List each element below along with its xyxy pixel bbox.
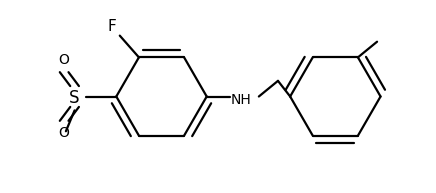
Text: S: S [69,89,80,107]
Text: O: O [59,53,70,67]
Text: O: O [59,126,70,140]
Text: F: F [108,19,116,34]
Text: NH: NH [231,93,252,107]
